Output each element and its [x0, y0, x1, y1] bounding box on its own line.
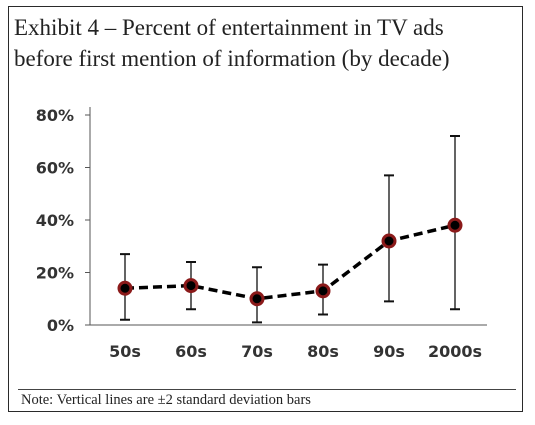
chart-title-line-1: Exhibit 4 – Percent of entertainment in … — [14, 15, 444, 40]
chart-title-line-2: before first mention of information (by … — [14, 46, 450, 71]
y-tick-label: 80% — [36, 106, 74, 125]
data-point — [249, 291, 265, 307]
x-tick-label: 90s — [373, 342, 405, 361]
data-point — [183, 278, 199, 294]
y-tick-label: 40% — [36, 211, 74, 230]
y-tick-label: 20% — [36, 264, 74, 283]
data-point — [381, 233, 397, 249]
x-tick-label: 80s — [307, 342, 339, 361]
x-tick-label: 2000s — [428, 342, 482, 361]
data-point — [117, 280, 133, 296]
y-tick-label: 0% — [47, 316, 74, 335]
data-point — [447, 217, 463, 233]
series-line — [124, 223, 456, 301]
y-tick-label: 60% — [36, 159, 74, 178]
data-point — [315, 283, 331, 299]
note-divider — [18, 389, 516, 390]
exhibit-frame — [8, 6, 523, 412]
x-tick-label: 50s — [109, 342, 141, 361]
x-tick-label: 70s — [241, 342, 273, 361]
footnote: Note: Vertical lines are ±2 standard dev… — [21, 392, 311, 408]
x-tick-label: 60s — [175, 342, 207, 361]
chart-title: Exhibit 4 – Percent of entertainment in … — [14, 12, 514, 74]
